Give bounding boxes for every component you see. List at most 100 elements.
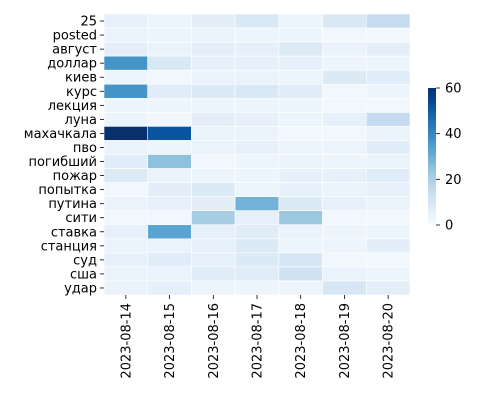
heatmap-cell <box>322 41 367 57</box>
heatmap-cell <box>234 280 280 296</box>
heatmap-cell <box>234 27 280 43</box>
y-tick-label: киев <box>65 71 97 86</box>
heatmap-cell <box>191 154 236 169</box>
heatmap-cell <box>234 55 280 71</box>
heatmap-cell <box>278 280 323 296</box>
heatmap-cell <box>147 224 192 240</box>
heatmap-cell <box>234 112 280 127</box>
heatmap-cell <box>103 238 149 254</box>
heatmap-cell <box>103 140 149 155</box>
heatmap-cell <box>234 140 280 155</box>
heatmap-cell <box>191 182 236 197</box>
heatmap-cell <box>147 126 192 141</box>
heatmap-cell <box>103 41 149 57</box>
heatmap-cell <box>278 98 323 113</box>
heatmap-cell <box>365 196 411 211</box>
x-tick-label: 2023-08-20 <box>382 303 397 379</box>
heatmap-cell <box>278 154 323 169</box>
heatmap-cell <box>365 98 411 113</box>
heatmap-cell <box>278 140 323 155</box>
heatmap-cell <box>147 98 192 113</box>
heatmap-cell <box>103 112 149 127</box>
heatmap-cell <box>103 13 149 29</box>
heatmap-cell <box>322 168 367 183</box>
heatmap-cell <box>234 252 280 268</box>
heatmap-cell <box>103 98 149 113</box>
heatmap-cell <box>365 112 411 127</box>
colorbar-tick-label: 0 <box>445 219 453 234</box>
heatmap-cell <box>365 83 411 99</box>
heatmap-cell <box>103 252 149 268</box>
heatmap-cell <box>234 69 280 85</box>
y-tick-label: удар <box>64 281 97 296</box>
heatmap-cell <box>365 55 411 71</box>
heatmap-cell <box>103 27 149 43</box>
y-tick-label: сша <box>70 267 97 282</box>
heatmap-cell <box>147 55 192 71</box>
heatmap-cell <box>103 168 149 183</box>
heatmap-cell <box>147 27 192 43</box>
heatmap-cell <box>278 55 323 71</box>
heatmap-cell <box>322 27 367 43</box>
heatmap-cell <box>103 182 149 197</box>
heatmap-cell <box>365 182 411 197</box>
heatmap-cell <box>365 154 411 169</box>
heatmap-cell <box>103 69 149 85</box>
heatmap-cell <box>365 168 411 183</box>
heatmap-cell <box>322 252 367 268</box>
heatmap-cell <box>147 13 192 29</box>
heatmap-cell <box>365 126 411 141</box>
heatmap-cell <box>322 224 367 240</box>
y-tick-label: путина <box>48 197 97 212</box>
heatmap-cell <box>234 210 280 226</box>
heatmap-cell <box>234 182 280 197</box>
heatmap-cell <box>278 266 323 282</box>
heatmap-cell <box>191 27 236 43</box>
y-tick-label: попытка <box>38 183 97 198</box>
heatmap-cell <box>147 154 192 169</box>
heatmap-cell <box>234 83 280 99</box>
heatmap-cell <box>234 196 280 211</box>
heatmap-cell <box>322 13 367 29</box>
heatmap-cell <box>191 83 236 99</box>
heatmap-cell <box>147 238 192 254</box>
heatmap-cell <box>191 252 236 268</box>
heatmap-cell <box>278 196 323 211</box>
heatmap-cell <box>147 280 192 296</box>
y-tick-label: пожар <box>53 169 97 184</box>
y-tick-label: posted <box>53 29 97 44</box>
y-tick-label: 25 <box>80 15 97 30</box>
heatmap-cell <box>365 140 411 155</box>
x-tick-label: 2023-08-15 <box>163 303 178 379</box>
colorbar <box>428 88 436 225</box>
y-tick-label: луна <box>65 113 97 128</box>
heatmap-cell <box>191 168 236 183</box>
heatmap-cell <box>234 224 280 240</box>
y-tick-label: суд <box>73 253 97 268</box>
heatmap-cell <box>278 238 323 254</box>
heatmap-cell <box>234 41 280 57</box>
heatmap-cell <box>191 196 236 211</box>
heatmap-cell <box>322 182 367 197</box>
heatmap-cell <box>191 140 236 155</box>
heatmap-cell <box>191 69 236 85</box>
heatmap-cell <box>147 182 192 197</box>
heatmap-cell <box>147 41 192 57</box>
colorbar-tick-label: 20 <box>445 173 462 188</box>
heatmap-cell <box>322 112 367 127</box>
heatmap-cell <box>365 41 411 57</box>
x-tick-label: 2023-08-16 <box>207 303 222 379</box>
y-tick-label: лекция <box>48 99 97 114</box>
colorbar-tick-label: 40 <box>445 127 462 142</box>
heatmap-cell <box>278 27 323 43</box>
heatmap-cell <box>103 210 149 226</box>
y-tick-label: станция <box>41 239 97 254</box>
heatmap-cell <box>191 238 236 254</box>
heatmap-cell <box>191 55 236 71</box>
heatmap-cell <box>322 154 367 169</box>
heatmap-cell <box>365 252 411 268</box>
heatmap-cell <box>191 266 236 282</box>
heatmap-cell <box>103 196 149 211</box>
heatmap-cell <box>278 126 323 141</box>
